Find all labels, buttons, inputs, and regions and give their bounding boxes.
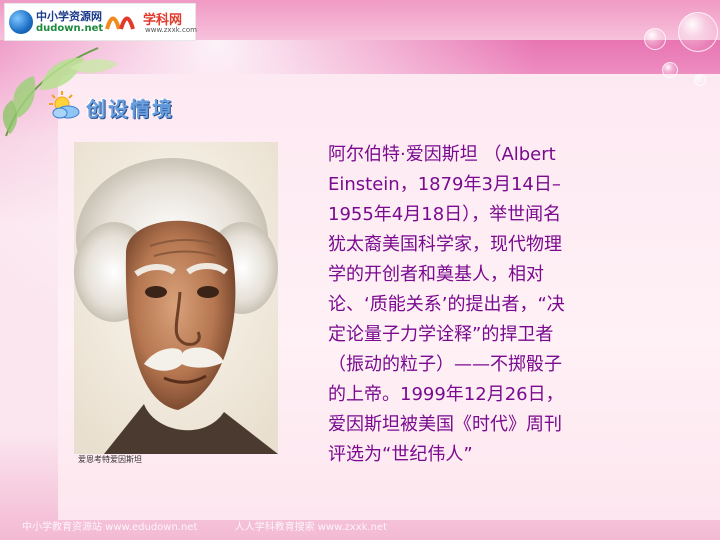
text-line: 阿尔伯特·爱因斯坦 （Albert [328, 144, 556, 165]
globe-icon [9, 10, 33, 34]
zxxk-mark-icon [105, 16, 135, 30]
bubble-decoration [678, 12, 718, 52]
text-line: （振动的粒子）——不掷骰子 [328, 354, 562, 375]
logo-left-en: dudown.net [36, 23, 104, 34]
logo-right-cn: 学科网 [143, 13, 183, 28]
text-line: Einstein，1879年3月14日– [328, 174, 561, 195]
footer-right-link[interactable]: 人人学科教育搜索 www.zxxk.net [234, 522, 388, 533]
biography-text: 阿尔伯特·爱因斯坦 （Albert Einstein，1879年3月14日– 1… [328, 140, 658, 470]
footer: 中小学教育资源站 www.edudown.net 人人学科教育搜索 www.zx… [22, 518, 421, 533]
logo-right-en: www.zxxk.com [145, 26, 197, 34]
bubble-decoration [644, 28, 666, 50]
text-line: 1955年4月18日），举世闻名 [328, 204, 562, 225]
logo-left-cn: 中小学资源网 [36, 10, 102, 23]
section-title: 创设情境 [86, 97, 174, 121]
bubble-decoration [662, 62, 678, 78]
text-line: 的上帝。1999年12月26日， [328, 384, 564, 405]
photo-caption: 爱恩考特爱因斯坦 [78, 455, 142, 464]
dudown-logo[interactable]: 中小学资源网 dudown.net [9, 7, 104, 37]
sun-cloud-icon [49, 91, 80, 119]
bubble-decoration [694, 74, 706, 86]
text-line: 论、‘质能关系’的提出者，“决 [328, 294, 565, 315]
leaf-decoration [2, 47, 118, 137]
footer-left-link[interactable]: 中小学教育资源站 www.edudown.net [22, 522, 198, 533]
portrait-image [74, 142, 278, 454]
zxxk-logo[interactable]: 学科网 www.zxxk.com [103, 7, 197, 37]
header-logos: 中小学资源网 dudown.net 学科网 www.zxxk.com [4, 3, 197, 41]
einstein-portrait [74, 142, 278, 454]
text-line: 犹太裔美国科学家，现代物理 [328, 234, 562, 255]
text-line: 评选为“世纪伟人” [328, 444, 473, 465]
text-line: 定论量子力学诠释”的捍卫者 [328, 324, 554, 345]
text-line: 爱因斯坦被美国《时代》周刊 [328, 414, 562, 435]
text-line: 学的开创者和奠基人，相对 [328, 264, 544, 285]
